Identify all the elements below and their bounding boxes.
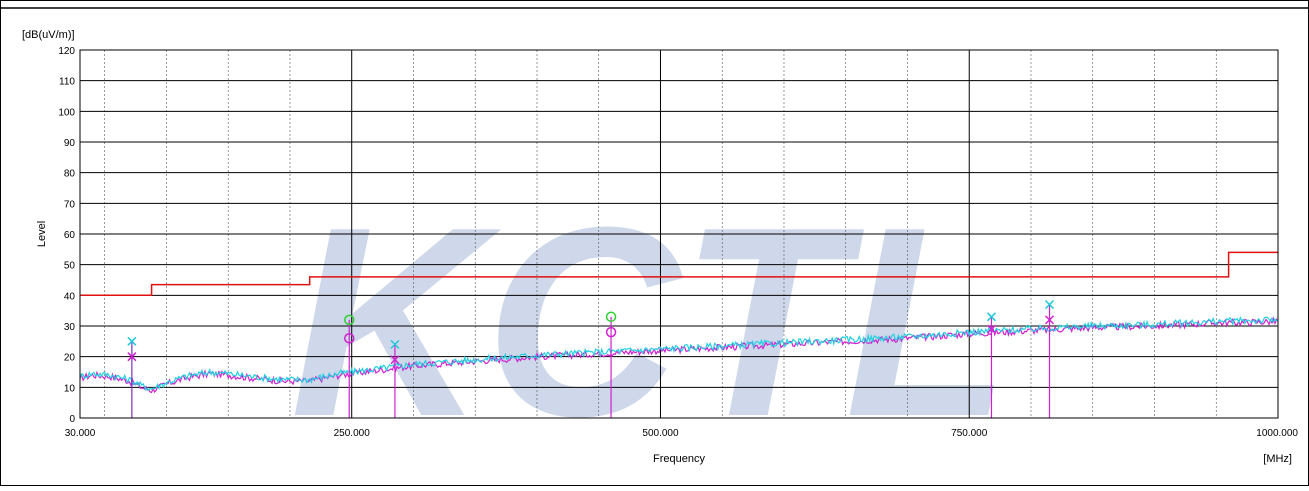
y-tick-labels: 0 10 20 30 40 50 60 70 80 90 100 110 120 (58, 46, 75, 425)
markers-group (127, 300, 1055, 418)
y-tick-label: 90 (64, 138, 76, 149)
x-tick-label: 30.000 (65, 428, 96, 439)
y-tick-label: 50 (64, 261, 76, 272)
series-trace-2 (79, 316, 1279, 392)
x-tick-labels: 30.000 250.000 500.000 750.000 1000.000 (65, 428, 1299, 439)
y-tick-label: 10 (64, 383, 76, 394)
marker-qp-2 (343, 333, 355, 344)
marker-peak-3-stroke-b (390, 339, 400, 349)
marker-qp-5-stroke-b (986, 324, 996, 334)
y-tick-label: 120 (58, 46, 75, 57)
y-tick-label: 20 (64, 353, 76, 364)
x-tick-label: 750.000 (951, 428, 988, 439)
marker-peak-3 (390, 339, 400, 349)
x-tick-label: 1000.000 (1256, 428, 1298, 439)
marker-qp-5 (986, 324, 996, 334)
limit-line-group (80, 251, 1278, 297)
y-tick-label: 100 (58, 107, 75, 118)
y-tick-label: 30 (64, 322, 76, 333)
marker-peak-5-stroke-b (986, 312, 996, 322)
limit-line (80, 251, 1278, 297)
marker-peak-1-stroke-b (127, 336, 137, 346)
y-tick-label: 0 (69, 414, 75, 425)
watermark: KCTL (290, 172, 1010, 473)
marker-qp-1 (127, 352, 137, 362)
marker-peak-6-stroke-b (1044, 300, 1055, 310)
y-tick-label: 60 (64, 230, 76, 241)
x-tick-label: 500.000 (642, 428, 679, 439)
x-axis-unit-label: [MHz] (1263, 453, 1292, 465)
y-axis-label: Level (36, 221, 48, 247)
marker-qp-3-stroke-b (390, 355, 400, 365)
marker-qp-6-stroke-b (1044, 315, 1055, 325)
y-axis-unit-label: [dB(uV/m)] (22, 29, 75, 41)
y-tick-label: 70 (64, 199, 76, 210)
marker-qp-4 (605, 326, 617, 338)
marker-peak-1 (127, 336, 137, 346)
watermark-text: KCTL (290, 172, 1010, 473)
y-tick-label: 80 (64, 169, 76, 180)
y-tick-label: 110 (59, 77, 75, 88)
marker-peak-5 (986, 312, 996, 322)
plot-area-border (79, 49, 1279, 419)
y-tick-label: 40 (64, 291, 76, 302)
x-axis-label: Frequency (653, 453, 705, 465)
series-group (79, 316, 1279, 394)
marker-qp-6 (1044, 315, 1055, 325)
x-tick-label: 250.000 (334, 428, 371, 439)
marker-qp-3 (390, 355, 400, 365)
marker-qp-1-stroke-b (127, 352, 137, 362)
marker-peak-2 (343, 314, 355, 326)
marker-peak-4 (605, 311, 617, 323)
marker-peak-6 (1044, 300, 1055, 310)
